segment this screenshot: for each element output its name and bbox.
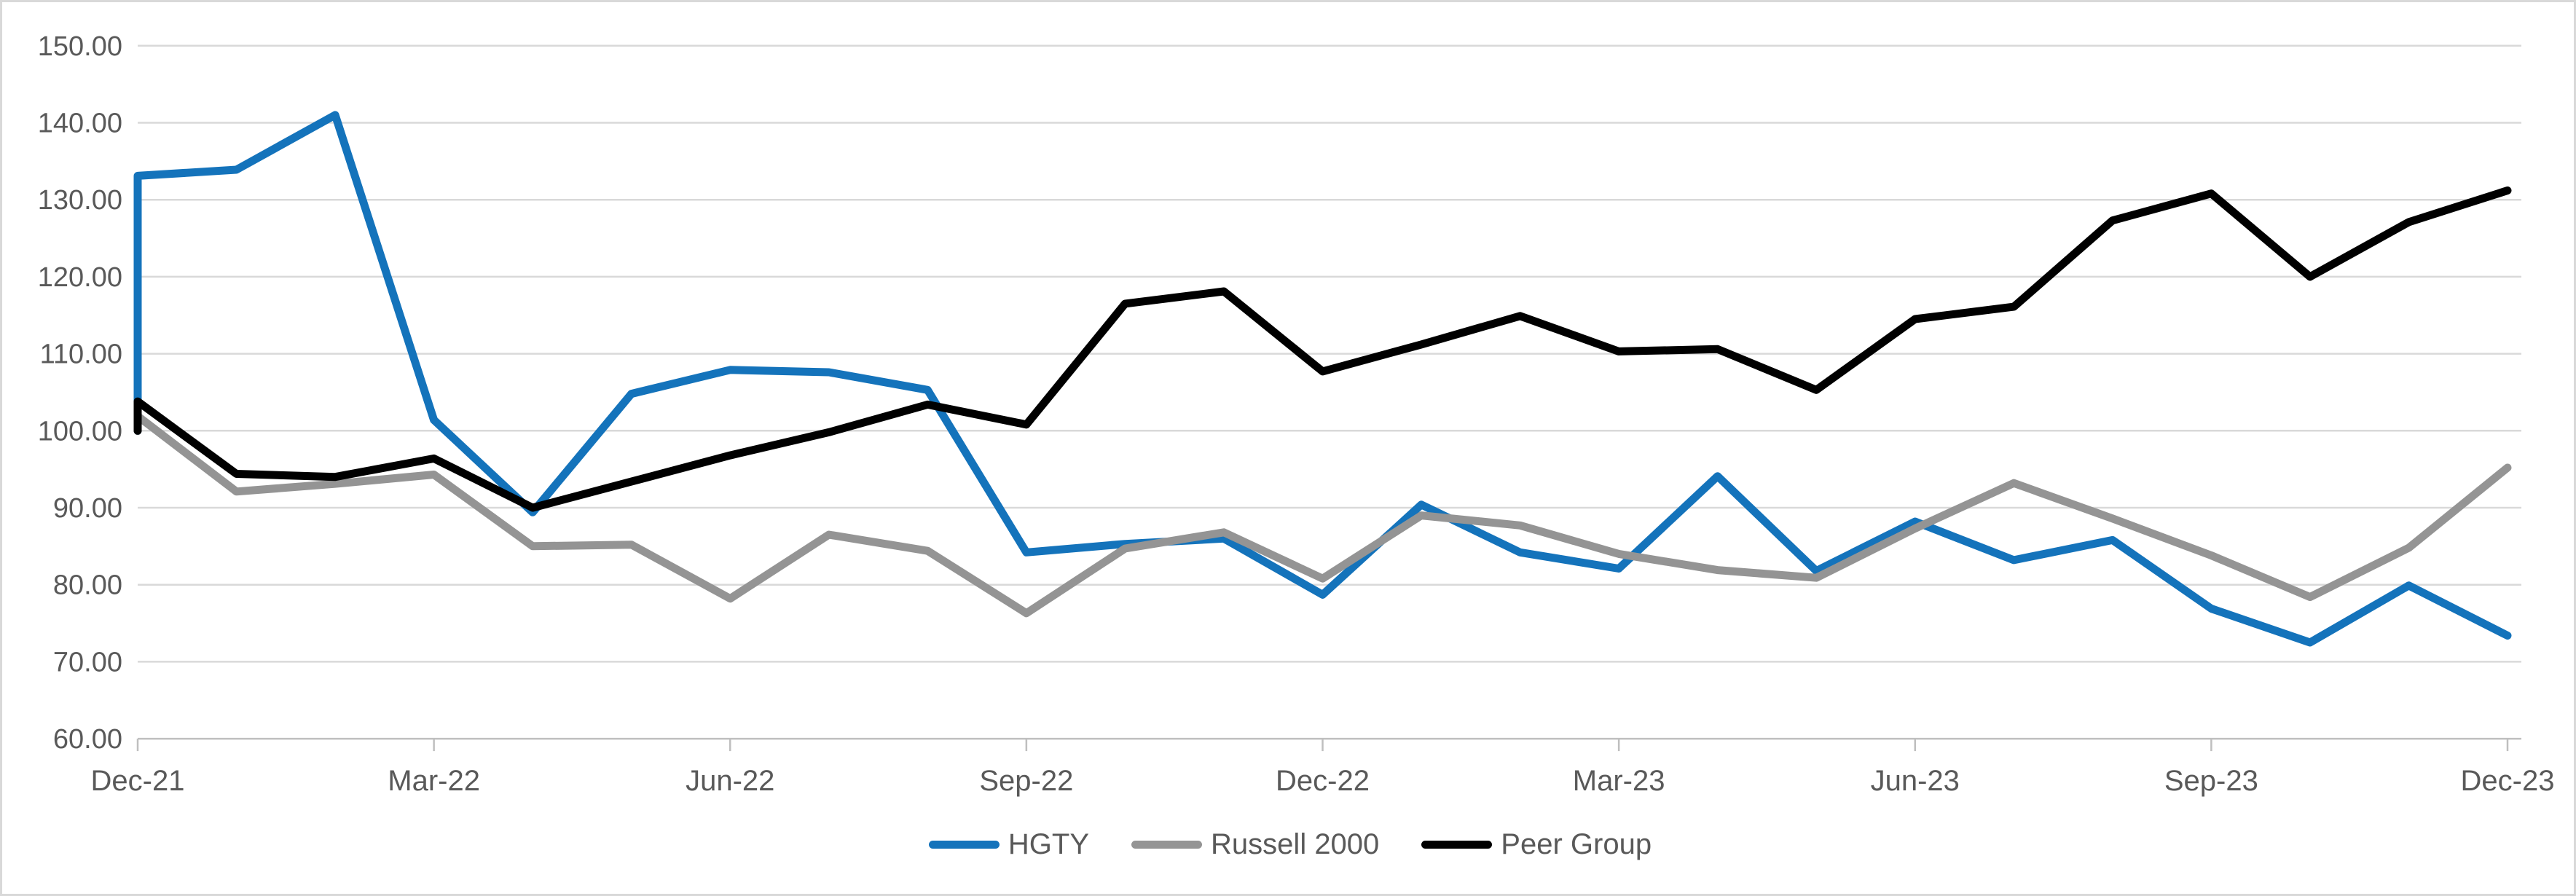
svg-text:Jun-22: Jun-22 [686,765,774,797]
svg-text:Mar-22: Mar-22 [388,765,480,797]
svg-text:110.00: 110.00 [40,339,122,370]
svg-text:Dec-23: Dec-23 [2461,765,2555,797]
svg-text:Jun-23: Jun-23 [1871,765,1960,797]
svg-text:150.00: 150.00 [38,31,122,62]
svg-text:130.00: 130.00 [38,185,122,216]
svg-text:Sep-23: Sep-23 [2164,765,2258,797]
svg-text:60.00: 60.00 [53,724,122,755]
svg-text:70.00: 70.00 [53,647,122,677]
svg-text:Mar-23: Mar-23 [1573,765,1665,797]
svg-text:Sep-22: Sep-22 [979,765,1073,797]
svg-text:Dec-22: Dec-22 [1276,765,1370,797]
svg-text:120.00: 120.00 [38,262,122,293]
svg-text:90.00: 90.00 [53,493,122,524]
svg-text:100.00: 100.00 [38,416,122,447]
svg-text:140.00: 140.00 [38,109,122,139]
svg-text:Dec-21: Dec-21 [91,765,185,797]
svg-text:80.00: 80.00 [53,570,122,601]
